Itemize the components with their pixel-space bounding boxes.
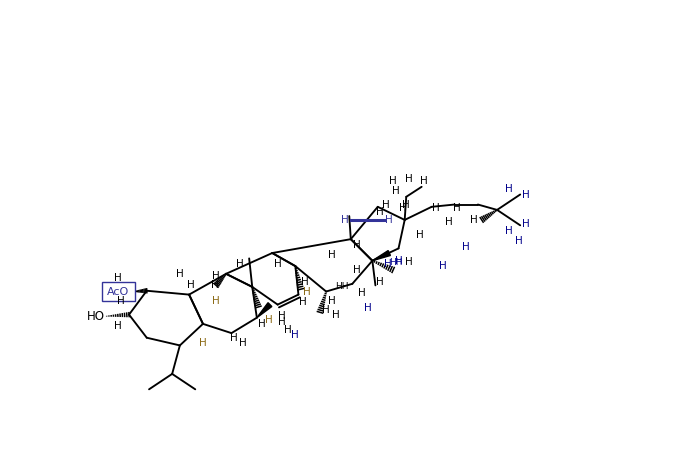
Text: H: H [211, 280, 218, 290]
Text: H: H [439, 261, 447, 271]
Text: H: H [353, 265, 361, 275]
Text: HH: HH [335, 282, 348, 291]
Text: H: H [523, 189, 530, 199]
Text: H: H [327, 250, 336, 260]
Text: H: H [394, 256, 403, 266]
Text: H: H [405, 257, 413, 267]
Text: H: H [385, 215, 393, 225]
Text: H: H [470, 215, 478, 225]
Text: H: H [230, 333, 237, 343]
Text: H: H [420, 176, 428, 187]
Text: H: H [176, 269, 184, 279]
Text: H: H [402, 199, 410, 209]
Text: H: H [236, 259, 244, 269]
Text: H: H [274, 259, 281, 269]
Text: H: H [278, 311, 285, 321]
Text: H: H [359, 288, 366, 298]
Text: H: H [523, 219, 530, 229]
Text: H: H [114, 321, 122, 331]
Polygon shape [257, 303, 272, 318]
Text: H: H [389, 176, 397, 187]
Text: H: H [445, 217, 453, 227]
Text: H: H [376, 276, 384, 286]
FancyBboxPatch shape [102, 282, 135, 301]
Text: H: H [114, 273, 122, 283]
Text: H: H [239, 338, 247, 348]
Text: H: H [292, 330, 299, 340]
Text: H: H [364, 304, 371, 313]
Text: H: H [392, 187, 399, 197]
Text: H: H [299, 297, 307, 307]
Polygon shape [372, 251, 390, 261]
Text: H: H [515, 236, 523, 246]
Text: H: H [303, 286, 311, 297]
Text: H: H [376, 207, 384, 217]
Text: H: H [278, 317, 285, 328]
Text: H: H [384, 259, 392, 269]
Text: H: H [453, 203, 461, 213]
Text: H: H [327, 296, 336, 306]
Text: H: H [212, 271, 220, 281]
Text: H: H [187, 280, 195, 290]
Text: H: H [505, 226, 512, 236]
Text: H: H [505, 184, 512, 194]
Text: AcO: AcO [107, 286, 129, 297]
Text: HH: HH [389, 258, 402, 267]
Text: H: H [332, 309, 339, 320]
Text: H: H [405, 174, 413, 184]
Text: H: H [258, 319, 266, 329]
Text: H: H [462, 242, 470, 252]
Text: H: H [284, 325, 292, 335]
Text: H: H [117, 296, 125, 306]
Text: H: H [382, 199, 389, 209]
Text: H: H [341, 215, 348, 225]
Text: HO: HO [87, 310, 105, 323]
Text: H: H [301, 276, 309, 286]
Text: H: H [416, 230, 424, 240]
Text: H: H [399, 203, 407, 213]
Text: H: H [199, 338, 207, 348]
Text: H: H [212, 296, 220, 306]
Text: H: H [353, 241, 361, 251]
Text: H: H [265, 315, 272, 325]
Text: H: H [322, 305, 330, 315]
Text: H: H [431, 203, 439, 213]
